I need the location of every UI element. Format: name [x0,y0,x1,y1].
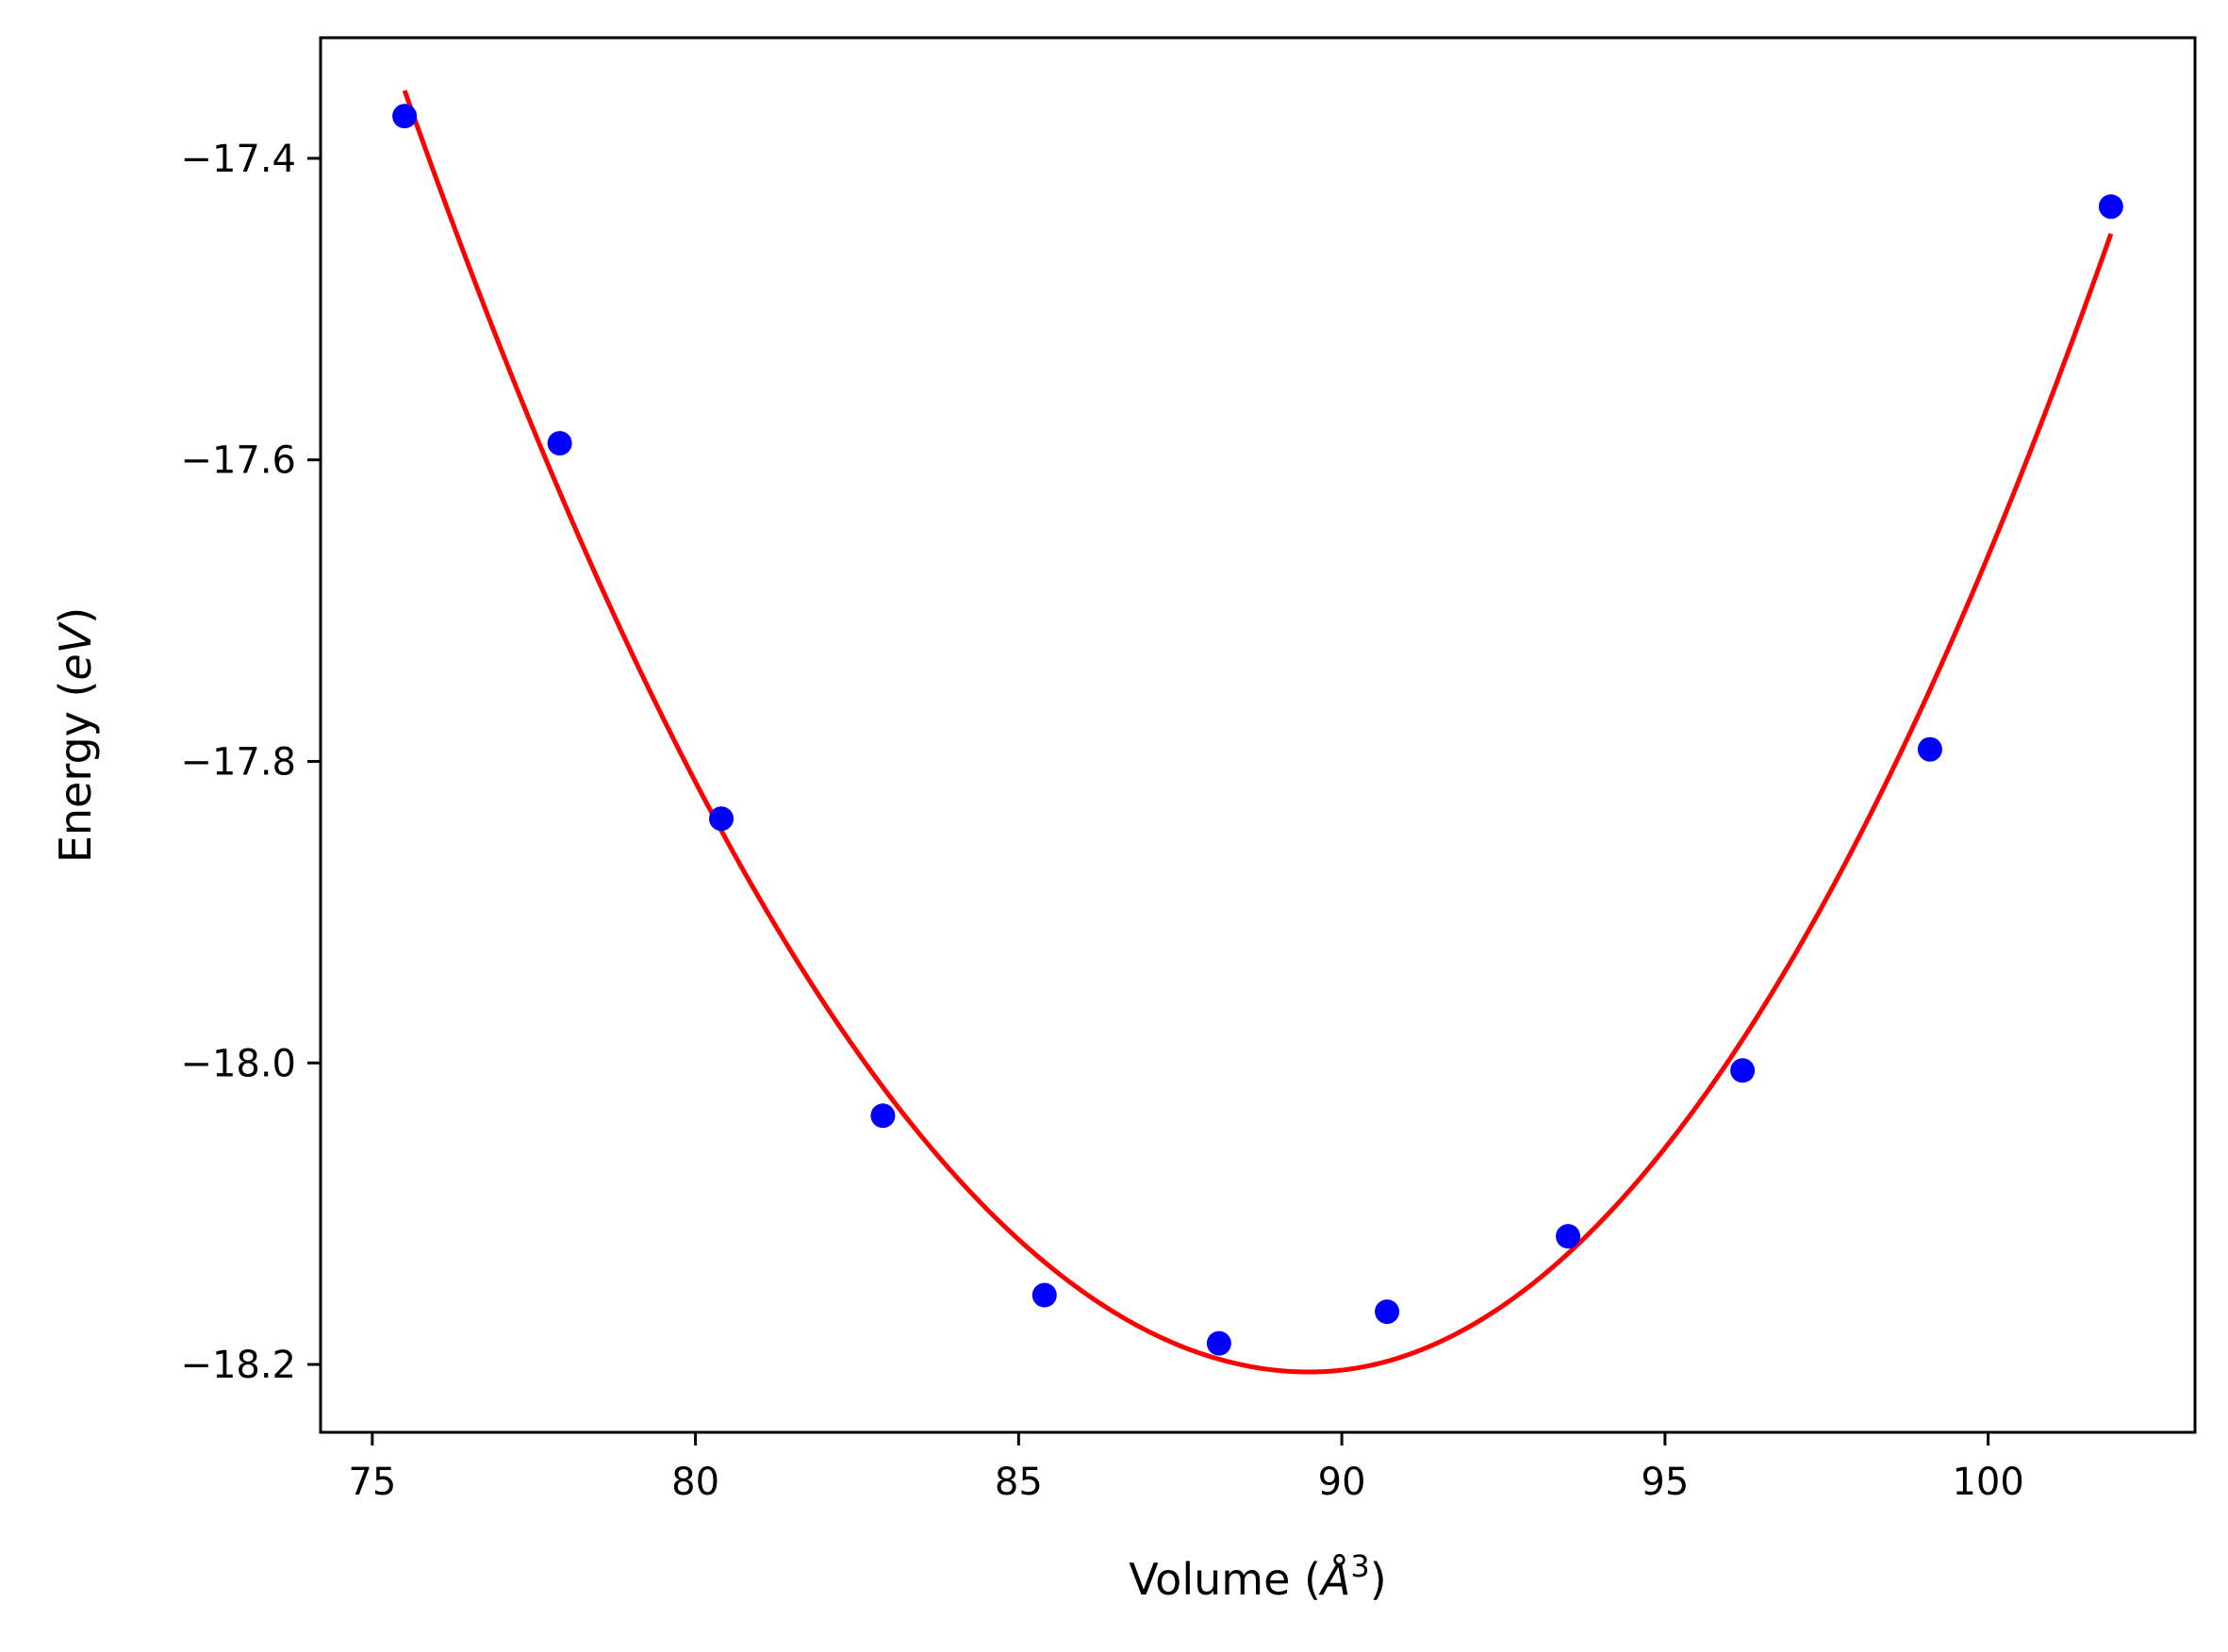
x-axis-label-close: ) [1370,1554,1387,1605]
y-axis-label: Energy (eV) [50,607,101,863]
x-tick-label: 75 [348,1461,396,1504]
x-tick-label: 85 [995,1461,1043,1504]
axis-ticks: 75 80 85 90 95 100 −17.4 −17.6 −17.8 −18.0 −18.2 [180,138,2023,1504]
data-point [547,431,572,456]
data-point [1730,1058,1756,1083]
y-tick-label: −17.6 [180,439,296,483]
x-axis-label-symbol: Å [1318,1554,1350,1605]
y-axis-label-unit: eV [50,620,101,680]
data-point [1556,1224,1581,1249]
data-point [1206,1330,1231,1356]
data-point [709,806,734,832]
data-point [1031,1282,1057,1308]
y-axis-label-close: ) [50,607,101,624]
y-tick-label: −17.4 [180,138,296,181]
data-point [870,1103,896,1129]
fit-curve [402,90,2114,1375]
x-axis-label-main: Volume ( [1129,1554,1321,1605]
x-tick-label: 95 [1641,1461,1689,1504]
data-point [1375,1299,1400,1325]
data-point [392,104,418,129]
data-point [2098,194,2123,220]
x-tick-label: 80 [671,1461,719,1504]
y-axis-label-main: Energy ( [50,681,101,864]
x-tick-label: 100 [1952,1461,2023,1504]
data-points-group [392,104,2123,1356]
data-point [1917,736,1942,762]
y-tick-label: −18.0 [180,1042,296,1085]
x-tick-label: 90 [1318,1461,1366,1504]
plot-frame [319,36,2197,1434]
y-tick-label: −18.2 [180,1344,296,1387]
fit-curve-group [402,90,2114,1375]
y-tick-label: −17.8 [180,740,296,784]
x-axis-label-exponent: 3 [1350,1548,1369,1584]
x-axis-label: Volume (Å3) [1129,1548,1386,1605]
